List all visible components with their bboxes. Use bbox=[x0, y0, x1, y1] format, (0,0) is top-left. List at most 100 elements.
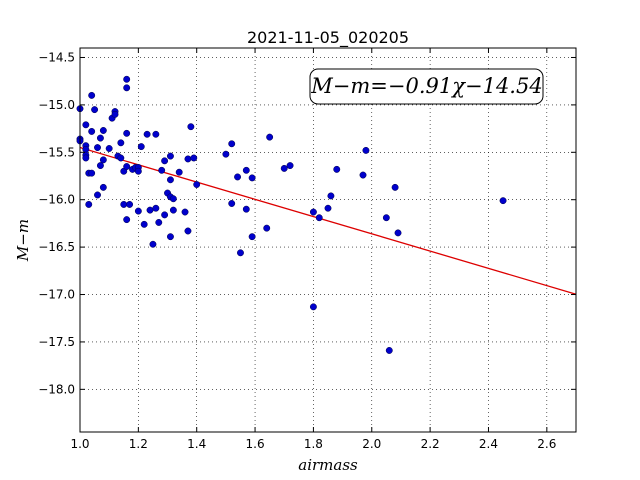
data-point bbox=[105, 145, 113, 152]
data-point bbox=[126, 200, 134, 208]
data-point bbox=[237, 249, 244, 257]
data-point bbox=[94, 191, 101, 199]
data-point bbox=[391, 183, 399, 191]
data-point bbox=[96, 162, 104, 170]
y-tick-label: −16.5 bbox=[38, 240, 75, 254]
y-tick-label: −16.0 bbox=[38, 193, 75, 207]
data-point bbox=[161, 157, 169, 165]
data-point bbox=[140, 220, 148, 228]
data-point bbox=[184, 155, 192, 163]
data-point bbox=[327, 192, 335, 200]
data-point bbox=[96, 134, 104, 142]
x-tick-label: 2.4 bbox=[479, 437, 498, 451]
data-point bbox=[234, 173, 242, 181]
data-point bbox=[117, 139, 125, 147]
data-point bbox=[169, 195, 177, 203]
data-point bbox=[242, 166, 250, 174]
data-point bbox=[117, 154, 125, 162]
data-point bbox=[99, 127, 107, 134]
y-axis-label: M−m bbox=[14, 219, 32, 262]
data-point bbox=[263, 224, 271, 232]
data-point bbox=[134, 167, 142, 175]
data-point bbox=[152, 204, 160, 212]
equation-annotation: M−m=−0.91χ−14.54 bbox=[309, 68, 544, 105]
x-axis-label: airmass bbox=[298, 456, 358, 474]
data-point bbox=[152, 130, 160, 138]
data-point bbox=[149, 240, 157, 248]
data-point bbox=[158, 166, 166, 174]
x-tick-label: 1.8 bbox=[304, 437, 323, 451]
data-point bbox=[309, 208, 317, 216]
data-point bbox=[123, 75, 131, 83]
data-point bbox=[385, 347, 393, 354]
data-point bbox=[166, 176, 174, 184]
data-point bbox=[228, 140, 236, 148]
x-tick-label: 1.2 bbox=[129, 437, 148, 451]
axis-ticks: 1.0 1.2 1.4 1.6 1.8 2.0 2.2 2.4 2.6 −14.5 −15.0 −15… bbox=[38, 48, 576, 451]
equation-box bbox=[309, 68, 544, 105]
data-point bbox=[82, 121, 90, 129]
grid-lines bbox=[79, 48, 576, 432]
data-point bbox=[123, 129, 131, 137]
data-point bbox=[286, 162, 294, 170]
data-point bbox=[111, 110, 119, 118]
data-points bbox=[76, 75, 507, 354]
y-tick-label: −17.0 bbox=[38, 288, 75, 302]
data-point bbox=[187, 123, 195, 131]
data-point bbox=[280, 164, 288, 172]
data-point bbox=[82, 154, 90, 162]
data-point bbox=[362, 146, 370, 154]
x-tick-label: 2.6 bbox=[537, 437, 556, 451]
data-point bbox=[169, 206, 177, 214]
data-point bbox=[91, 106, 99, 114]
x-tick-label: 1.6 bbox=[246, 437, 265, 451]
y-tick-label: −15.0 bbox=[38, 98, 75, 112]
data-point bbox=[309, 303, 317, 311]
data-point bbox=[242, 205, 250, 213]
data-point bbox=[228, 200, 236, 207]
data-point bbox=[499, 197, 507, 205]
data-point bbox=[333, 165, 341, 173]
data-point bbox=[88, 127, 96, 135]
data-point bbox=[120, 200, 128, 208]
data-point bbox=[175, 168, 183, 176]
y-tick-label: −14.5 bbox=[38, 50, 75, 64]
chart-title: 2021-11-05_020205 bbox=[247, 28, 409, 48]
y-tick-label: −15.5 bbox=[38, 145, 75, 159]
data-point bbox=[248, 233, 256, 241]
data-point bbox=[85, 200, 93, 208]
data-point bbox=[146, 206, 154, 214]
data-point bbox=[123, 163, 131, 170]
data-point bbox=[394, 229, 402, 237]
data-point bbox=[123, 84, 131, 92]
data-point bbox=[190, 154, 198, 162]
data-point bbox=[166, 233, 174, 241]
data-point bbox=[266, 133, 274, 141]
y-tick-label: −17.5 bbox=[38, 335, 75, 349]
data-point bbox=[143, 130, 151, 138]
data-point bbox=[137, 143, 145, 151]
data-point bbox=[88, 91, 96, 99]
data-point bbox=[123, 216, 131, 224]
data-point bbox=[99, 156, 107, 164]
data-point bbox=[99, 183, 107, 191]
data-point bbox=[222, 150, 230, 158]
x-tick-label: 2.2 bbox=[421, 437, 440, 451]
data-point bbox=[161, 211, 169, 219]
data-point bbox=[94, 144, 101, 152]
data-point bbox=[315, 214, 323, 222]
x-tick-label: 1.0 bbox=[70, 437, 89, 451]
data-point bbox=[88, 169, 96, 177]
data-point bbox=[248, 174, 256, 182]
data-point bbox=[184, 227, 192, 235]
data-point bbox=[382, 214, 390, 222]
data-point bbox=[166, 152, 174, 160]
data-point bbox=[359, 171, 367, 179]
data-point bbox=[324, 204, 332, 212]
x-tick-label: 1.4 bbox=[187, 437, 206, 451]
data-point bbox=[155, 219, 163, 226]
plot-area-frame bbox=[79, 47, 577, 433]
x-tick-label: 2.0 bbox=[362, 437, 381, 451]
data-point bbox=[181, 208, 189, 216]
